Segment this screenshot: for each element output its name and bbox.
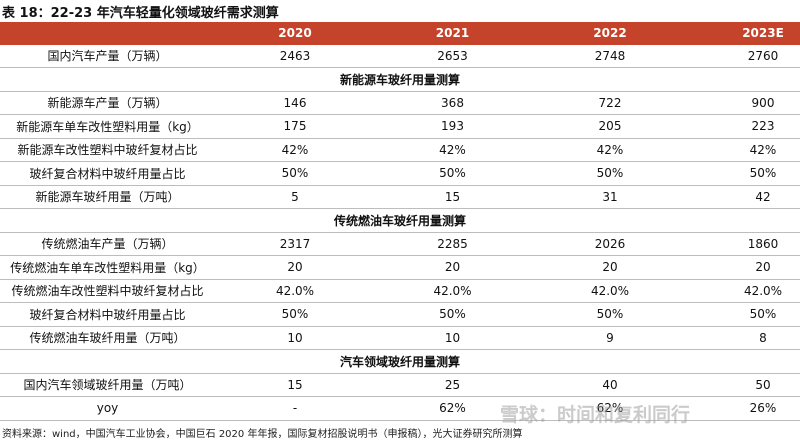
header-cell xyxy=(0,22,215,45)
row-label: 新能源车改性塑料中玻纤复材占比 xyxy=(0,138,215,162)
data-row: 玻纤复合材料中玻纤用量占比 50% 50% 50% 50% xyxy=(0,302,800,327)
cell: 900 xyxy=(690,91,800,115)
source-note: 资料来源：wind，中国汽车工业协会，中国巨石 2020 年年报，国际复材招股说… xyxy=(2,429,523,440)
cell: 20 xyxy=(690,255,800,280)
row-label: 国内汽车产量（万辆） xyxy=(0,44,215,68)
row-label: 传统燃油车玻纤用量（万吨） xyxy=(0,326,215,350)
cell: 5 xyxy=(215,185,375,209)
header-cell: 2020 xyxy=(215,22,375,45)
row-label: 玻纤复合材料中玻纤用量占比 xyxy=(0,302,215,327)
cell: 42.0% xyxy=(375,279,530,303)
cell: 20 xyxy=(530,255,690,280)
cell: 42.0% xyxy=(215,279,375,303)
data-row: 传统燃油车产量（万辆） 2317 2285 2026 1860 xyxy=(0,232,800,256)
cell: 9 xyxy=(530,326,690,350)
cell: 50% xyxy=(530,161,690,186)
cell: 20 xyxy=(215,255,375,280)
cell: 42% xyxy=(215,138,375,162)
cell: 50% xyxy=(690,161,800,186)
cell: 42% xyxy=(375,138,530,162)
row-label: 新能源车产量（万辆） xyxy=(0,91,215,115)
cell: 25 xyxy=(375,373,530,397)
data-row: 国内汽车领域玻纤用量（万吨） 15 25 40 50 xyxy=(0,373,800,397)
cell: 42% xyxy=(530,138,690,162)
table-title: 表 18：22-23 年汽车轻量化领域玻纤需求测算 xyxy=(2,6,279,21)
cell: 15 xyxy=(215,373,375,397)
data-row: 新能源车玻纤用量（万吨） 5 15 31 42 xyxy=(0,185,800,209)
row-label: 新能源车玻纤用量（万吨） xyxy=(0,185,215,209)
cell: 50% xyxy=(375,161,530,186)
cell: 223 xyxy=(690,114,800,139)
row-label: yoy xyxy=(0,396,215,421)
row-label: 传统燃油车单车改性塑料用量（kg） xyxy=(0,255,215,280)
data-row: 新能源车单车改性塑料用量（kg） 175 193 205 223 xyxy=(0,114,800,139)
cell: 2026 xyxy=(530,232,690,256)
table-body: 国内汽车产量（万辆） 2463 2653 2748 2760 新能源车玻纤用量测算 新能源车… xyxy=(0,44,800,421)
cell: 193 xyxy=(375,114,530,139)
cell: 2285 xyxy=(375,232,530,256)
cell: 62% xyxy=(530,396,690,421)
cell: 15 xyxy=(375,185,530,209)
cell: 42 xyxy=(690,185,800,209)
cell: 50% xyxy=(215,161,375,186)
cell: 42% xyxy=(690,138,800,162)
cell: 50% xyxy=(530,302,690,327)
data-table: 2020 2021 2022 2023E 国内汽车产量（万辆） 2463 2653 2748… xyxy=(0,22,800,421)
section-title: 新能源车玻纤用量测算 xyxy=(0,67,800,92)
section-title: 汽车领域玻纤用量测算 xyxy=(0,349,800,374)
cell: 2748 xyxy=(530,44,690,68)
cell: 2317 xyxy=(215,232,375,256)
section-title: 传统燃油车玻纤用量测算 xyxy=(0,208,800,233)
cell: 10 xyxy=(215,326,375,350)
cell: 50% xyxy=(215,302,375,327)
cell: 42.0% xyxy=(530,279,690,303)
cell: 8 xyxy=(690,326,800,350)
cell: 50% xyxy=(690,302,800,327)
header-cell: 2023E xyxy=(690,22,800,45)
row-label: 国内汽车领域玻纤用量（万吨） xyxy=(0,373,215,397)
data-row: 新能源车改性塑料中玻纤复材占比 42% 42% 42% 42% xyxy=(0,138,800,162)
data-row: 国内汽车产量（万辆） 2463 2653 2748 2760 xyxy=(0,44,800,68)
cell: 42.0% xyxy=(690,279,800,303)
row-label: 玻纤复合材料中玻纤用量占比 xyxy=(0,161,215,186)
cell: 50 xyxy=(690,373,800,397)
section-row: 新能源车玻纤用量测算 xyxy=(0,67,800,92)
data-row: 传统燃油车改性塑料中玻纤复材占比 42.0% 42.0% 42.0% 42.0% xyxy=(0,279,800,303)
header-cell: 2022 xyxy=(530,22,690,45)
cell: 1860 xyxy=(690,232,800,256)
cell: 368 xyxy=(375,91,530,115)
section-row: 汽车领域玻纤用量测算 xyxy=(0,349,800,374)
cell: 2760 xyxy=(690,44,800,68)
cell: 26% xyxy=(690,396,800,421)
cell: 62% xyxy=(375,396,530,421)
cell: 31 xyxy=(530,185,690,209)
cell: 205 xyxy=(530,114,690,139)
row-label: 传统燃油车产量（万辆） xyxy=(0,232,215,256)
section-row: 传统燃油车玻纤用量测算 xyxy=(0,208,800,233)
cell: 20 xyxy=(375,255,530,280)
data-row: 新能源车产量（万辆） 146 368 722 900 xyxy=(0,91,800,115)
header-row: 2020 2021 2022 2023E xyxy=(0,22,800,45)
cell: - xyxy=(215,396,375,421)
cell: 2463 xyxy=(215,44,375,68)
watermark: 雪球：时间和复利同行 xyxy=(500,404,691,426)
data-row: 传统燃油车玻纤用量（万吨） 10 10 9 8 xyxy=(0,326,800,350)
cell: 50% xyxy=(375,302,530,327)
data-row: 传统燃油车单车改性塑料用量（kg） 20 20 20 20 xyxy=(0,255,800,280)
cell: 146 xyxy=(215,91,375,115)
row-label: 新能源车单车改性塑料用量（kg） xyxy=(0,114,215,139)
cell: 10 xyxy=(375,326,530,350)
cell: 722 xyxy=(530,91,690,115)
row-label: 传统燃油车改性塑料中玻纤复材占比 xyxy=(0,279,215,303)
data-row: yoy -62% 62% 26% xyxy=(0,396,800,421)
table-header: 2020 2021 2022 2023E xyxy=(0,22,800,45)
header-cell: 2021 xyxy=(375,22,530,45)
cell: 175 xyxy=(215,114,375,139)
cell: 40 xyxy=(530,373,690,397)
cell: 2653 xyxy=(375,44,530,68)
data-row: 玻纤复合材料中玻纤用量占比 50% 50% 50% 50% xyxy=(0,161,800,186)
